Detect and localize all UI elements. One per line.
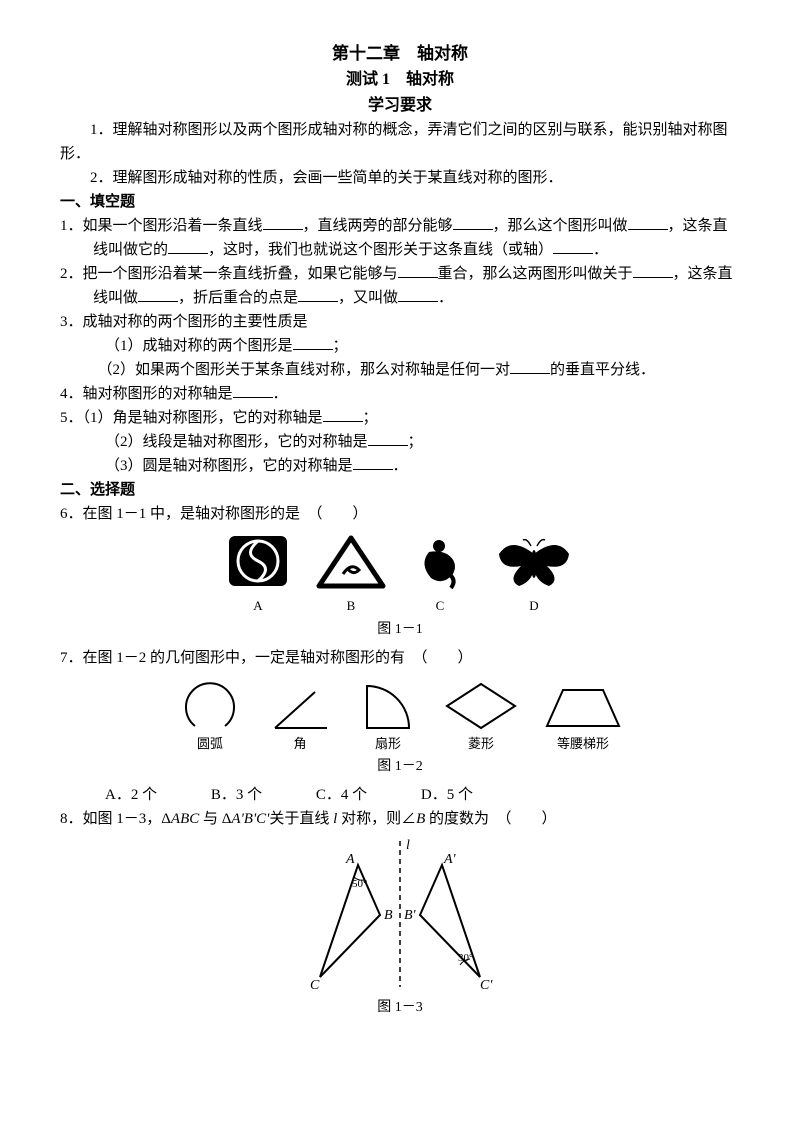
triangle-icon-b xyxy=(313,534,389,596)
option-d: D．5 个 xyxy=(421,783,473,807)
blank xyxy=(138,286,178,302)
chapter-title: 第十二章 轴对称 xyxy=(60,40,740,67)
butterfly-icon-d xyxy=(491,534,577,596)
option-c: C．4 个 xyxy=(316,783,367,807)
label-l: l xyxy=(406,838,410,853)
question-5-1: 5．（1）角是轴对称图形，它的对称轴是； xyxy=(60,406,740,430)
figure-1-1-caption: 图 1－1 xyxy=(60,619,740,641)
trapezoid-icon xyxy=(541,678,625,734)
intro-2: 2．理解图形成轴对称的性质，会画一些简单的关于某直线对称的图形． xyxy=(60,166,740,190)
figure-1-1: A B C D xyxy=(60,534,740,617)
question-3: 3．成轴对称的两个图形的主要性质是 xyxy=(60,310,740,334)
blank xyxy=(298,286,338,302)
blank xyxy=(633,262,673,278)
question-5-2: （2）线段是轴对称图形，它的对称轴是； xyxy=(60,430,740,454)
figure-1-2-caption: 图 1－2 xyxy=(60,756,740,778)
question-3-1: （1）成轴对称的两个图形是； xyxy=(60,334,740,358)
blank xyxy=(233,382,273,398)
question-5-3: （3）圆是轴对称图形，它的对称轴是． xyxy=(60,454,740,478)
question-4: 4．轴对称图形的对称轴是． xyxy=(60,382,740,406)
blank xyxy=(510,358,550,374)
section-b-header: 二、选择题 xyxy=(60,478,740,502)
angle-icon xyxy=(265,678,335,734)
blank xyxy=(368,430,408,446)
blank xyxy=(293,334,333,350)
question-7: 7．在图 1－2 的几何图形中，一定是轴对称图形的有 （ ） xyxy=(60,646,740,670)
option-b: B．3 个 xyxy=(211,783,262,807)
blank xyxy=(453,214,493,230)
sector-icon xyxy=(355,678,421,734)
section-a-header: 一、填空题 xyxy=(60,190,740,214)
question-2: 2．把一个图形沿着某一条直线折叠，如果它能够与重合，那么这两图形叫做关于，这条直… xyxy=(60,262,740,310)
figure-1-2: 圆弧 角 扇形 菱形 等腰梯形 xyxy=(60,678,740,755)
figure-1-3-svg: l A B C 50° A' B' C' 30° xyxy=(280,837,520,997)
question-7-options: A．2 个 B．3 个 C．4 个 D．5 个 xyxy=(60,783,740,807)
label-B: B xyxy=(384,908,393,923)
question-8: 8．如图 1－3，ΔABC 与 ΔA'B'C'关于直线 l 对称，则∠B 的度数… xyxy=(60,807,740,831)
requirements-title: 学习要求 xyxy=(60,93,740,119)
logo-icon-a xyxy=(223,534,293,596)
test-title: 测试 1 轴对称 xyxy=(60,67,740,93)
label-30: 30° xyxy=(458,952,473,964)
blank xyxy=(553,238,593,254)
blank xyxy=(628,214,668,230)
blank xyxy=(168,238,208,254)
label-Ap: A' xyxy=(443,852,457,867)
blank xyxy=(263,214,303,230)
blank xyxy=(323,406,363,422)
question-3-2: （2）如果两个图形关于某条直线对称，那么对称轴是任何一对的垂直平分线． xyxy=(60,358,740,382)
label-A: A xyxy=(345,852,355,867)
question-6: 6．在图 1－1 中，是轴对称图形的是 （ ） xyxy=(60,502,740,526)
blank xyxy=(353,454,393,470)
rhombus-icon xyxy=(441,678,521,734)
question-1: 1．如果一个图形沿着一条直线，直线两旁的部分能够，那么这个图形叫做，这条直线叫做… xyxy=(60,214,740,262)
label-Bp: B' xyxy=(404,908,417,923)
blank xyxy=(398,262,438,278)
intro-1: 1．理解轴对称图形以及两个图形成轴对称的概念，弄清它们之间的区别与联系，能识别轴… xyxy=(60,118,740,166)
option-a: A．2 个 xyxy=(105,783,157,807)
label-C: C xyxy=(310,978,320,993)
logo-icon-c xyxy=(409,534,471,596)
arc-icon xyxy=(175,678,245,734)
blank xyxy=(398,286,438,302)
figure-1-3-caption: 图 1－3 xyxy=(60,997,740,1019)
label-Cp: C' xyxy=(480,978,493,993)
